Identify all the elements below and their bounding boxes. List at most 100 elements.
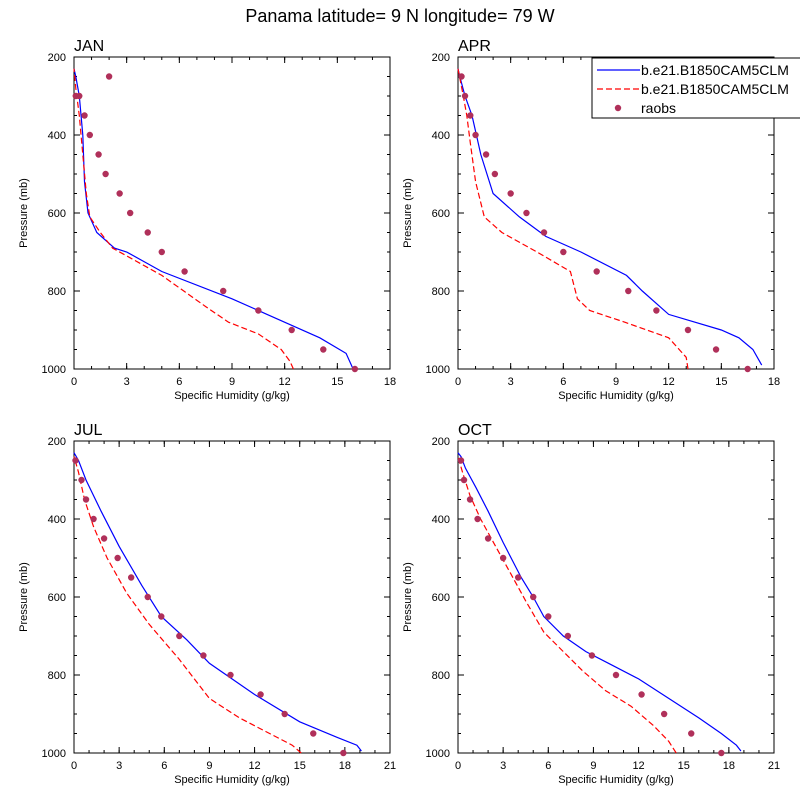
y-tick-label: 200 [432,436,450,448]
x-tick-label: 12 [248,760,260,772]
x-tick-label: 9 [613,376,619,388]
raobs-point [688,730,695,737]
raobs-point [181,268,188,275]
raobs-point [612,671,620,679]
y-tick-label: 800 [48,670,66,682]
panel-apr: 0 3 6 9 12 15 18 200 400 600 800 1000 Specific Humid… [402,38,780,402]
raobs-point [482,151,490,158]
raobs-point [530,593,537,601]
legend-label: raobs [641,100,676,116]
x-tick-label: 0 [71,760,77,772]
raobs-point [660,710,668,718]
x-tick-label: 12 [663,376,675,388]
raobs-point [100,535,108,542]
raobs-point [78,476,85,484]
x-axis-label: Specific Humidity (g/kg) [558,390,674,402]
y-tick-label: 200 [48,52,66,64]
panel-title: OCT [458,422,492,439]
raobs-point [351,365,359,373]
raobs-point [310,730,317,737]
model-dashed-line [457,456,677,754]
raobs-point [499,554,507,562]
raobs-point [540,229,548,236]
x-tick-label: 0 [455,376,461,388]
raobs-point [105,73,113,80]
x-tick-label: 0 [455,760,461,772]
y-tick-label: 1000 [42,364,66,376]
raobs-point [514,574,522,581]
x-tick-label: 21 [768,760,780,772]
panel-jul: 0 3 6 9 12 15 18 21 200 400 600 800 1000 Specific Hum… [18,422,396,786]
x-tick-label: 18 [768,376,780,388]
x-tick-label: 18 [723,760,735,772]
raobs-point [340,749,347,757]
y-axis-label: Pressure (mb) [18,178,30,248]
figure-title: Panama latitude= 9 N longitude= 79 W [245,6,554,26]
x-tick-label: 6 [176,376,182,388]
raobs-point [281,710,288,718]
y-tick-label: 1000 [426,748,450,760]
x-tick-label: 6 [545,760,551,772]
y-tick-label: 200 [48,436,66,448]
x-tick-label: 15 [294,760,306,772]
raobs-point [82,496,90,503]
raobs-point [491,170,499,178]
x-tick-label: 6 [560,376,566,388]
raobs-point [507,190,514,197]
raobs-point [102,170,109,178]
raobs-point [90,515,97,523]
x-axis-label: Specific Humidity (g/kg) [558,774,674,786]
y-axis-label: Pressure (mb) [402,562,414,632]
x-tick-label: 15 [331,376,343,388]
raobs-point [116,190,123,197]
y-tick-label: 400 [432,514,450,526]
legend: b.e21.B1850CAM5CLM b.e21.B1850CAM5CLM raob… [591,57,800,119]
raobs-point [474,515,481,523]
raobs-point [86,131,94,139]
x-tick-label: 15 [678,760,690,772]
raobs-point [114,554,121,562]
x-tick-label: 12 [279,376,291,388]
y-tick-label: 400 [432,130,450,142]
raobs-point [564,632,572,640]
raobs-point [288,326,295,334]
y-tick-label: 800 [432,670,450,682]
y-axis-label: Pressure (mb) [18,562,30,632]
plot-frame [73,440,391,754]
x-tick-label: 6 [161,760,167,772]
x-tick-label: 12 [632,760,644,772]
raobs-point [484,535,492,542]
x-tick-label: 3 [508,376,514,388]
panel-title: APR [458,38,491,55]
y-tick-label: 1000 [426,364,450,376]
raobs-point [460,476,468,484]
raobs-point [588,652,596,659]
raobs-point [712,346,720,353]
panel-title: JUL [74,422,103,439]
y-tick-label: 600 [48,208,66,220]
raobs-point [744,365,751,373]
raobs-point [467,112,474,119]
model-dashed-line [73,68,294,370]
raobs-point [227,671,234,679]
raobs-point [545,613,552,620]
y-tick-label: 1000 [42,748,66,760]
y-tick-label: 800 [432,286,450,298]
x-tick-label: 18 [339,760,351,772]
y-tick-label: 400 [48,514,66,526]
y-tick-label: 600 [432,592,450,604]
x-tick-label: 9 [206,760,212,772]
raobs-point [593,268,600,275]
legend-box [591,57,800,119]
raobs-point [200,652,207,659]
raobs-point [625,287,632,295]
legend-label: b.e21.B1850CAM5CLM [641,62,789,78]
raobs-point [718,749,725,757]
model-solid-line [73,68,354,370]
y-tick-label: 200 [432,52,450,64]
model-solid-line [457,68,763,366]
x-tick-label: 18 [384,376,396,388]
raobs-point [523,209,530,217]
